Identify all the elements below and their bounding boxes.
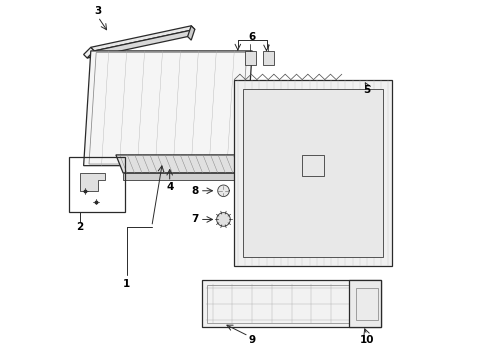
Text: 10: 10 [360,334,374,345]
Polygon shape [188,26,195,40]
Text: 6: 6 [248,32,256,41]
Text: 1: 1 [123,279,130,289]
Polygon shape [234,80,392,266]
Polygon shape [123,173,259,180]
Text: 8: 8 [191,186,198,196]
Text: 9: 9 [248,334,256,345]
Polygon shape [263,51,274,65]
Polygon shape [245,51,256,65]
Polygon shape [243,89,383,257]
Polygon shape [84,47,95,58]
Polygon shape [84,51,252,166]
Bar [69,157,125,212]
Polygon shape [218,185,229,197]
Text: 2: 2 [76,222,84,231]
Polygon shape [80,173,105,191]
Polygon shape [87,30,195,58]
Text: 4: 4 [166,182,173,192]
Polygon shape [217,213,230,226]
Polygon shape [91,26,195,51]
Text: 7: 7 [191,215,198,224]
Polygon shape [349,280,381,327]
Text: 3: 3 [95,6,101,17]
Polygon shape [116,155,259,173]
Text: 5: 5 [363,85,370,95]
Polygon shape [202,280,381,327]
